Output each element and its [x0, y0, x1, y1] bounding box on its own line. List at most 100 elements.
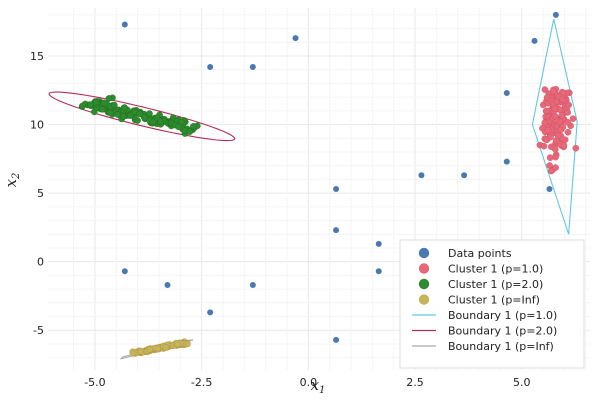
x-axis-label-sub: 1: [319, 385, 325, 396]
x-tick-label: 2.5: [406, 376, 424, 389]
cluster-p2-marker: [146, 110, 153, 117]
data-point-marker: [164, 281, 171, 288]
cluster-p1-marker: [558, 112, 566, 119]
y-tick-label: 0: [37, 256, 44, 269]
x-tick-label: -5.0: [84, 376, 105, 389]
cluster-p2-marker: [136, 110, 143, 118]
legend-label: Cluster 1 (p=1.0): [448, 263, 543, 276]
tick-layer: -5.0 -2.5 0.0 2.5 5.0 -5 0 5 10 15: [30, 50, 530, 389]
cluster-p1-marker: [546, 154, 554, 161]
cluster-p1-marker: [559, 96, 566, 103]
cluster-p1-marker: [541, 86, 549, 93]
cluster-p1-marker: [543, 94, 551, 101]
legend-label: Cluster 1 (p=Inf): [448, 294, 540, 307]
legend-marker-swatch: [418, 278, 430, 290]
data-point-marker: [333, 227, 340, 234]
cluster-pinf-marker: [154, 345, 162, 353]
cluster-p2-marker: [186, 128, 194, 136]
cluster-p1-marker: [547, 133, 554, 141]
cluster-pinf-marker: [146, 346, 154, 353]
cluster-p1-marker: [560, 141, 568, 149]
legend-label: Boundary 1 (p=Inf): [448, 340, 554, 353]
cluster-p1-marker: [565, 101, 573, 109]
data-point-marker: [121, 268, 128, 275]
boundary-p1-line: [531, 18, 578, 235]
cluster-p1-marker: [554, 132, 562, 139]
data-point-marker: [249, 63, 256, 70]
data-point-marker: [207, 309, 214, 316]
cluster-p1-marker: [569, 115, 577, 122]
legend-marker-swatch: [418, 247, 430, 259]
cluster-p2-marker: [100, 99, 108, 107]
legend-label: Cluster 1 (p=2.0): [448, 278, 543, 291]
y-tick-label: 10: [30, 119, 44, 132]
cluster-p2-marker: [114, 111, 122, 118]
legend-box: [399, 239, 585, 369]
marker-layer: [78, 11, 580, 357]
cluster-p1-marker: [552, 164, 559, 171]
data-point-marker: [207, 63, 214, 70]
cluster-p1-marker: [559, 89, 567, 97]
y-tick-label: -5: [33, 324, 44, 337]
data-point-marker: [333, 186, 340, 192]
cluster-p2-marker: [107, 109, 114, 117]
x-tick-label: -2.5: [191, 376, 212, 389]
cluster-p1-marker: [543, 107, 550, 115]
cluster-p1-marker: [547, 167, 555, 175]
data-point-marker: [333, 336, 340, 343]
cluster-p1-marker: [564, 128, 572, 136]
data-point-marker: [546, 186, 553, 192]
grid-layer: [48, 8, 590, 370]
data-point-marker: [531, 37, 538, 44]
cluster-p1-marker: [541, 119, 549, 127]
y-axis-label-sub: 2: [11, 173, 22, 180]
cluster-p2-marker: [119, 113, 127, 120]
cluster-p1-marker: [550, 87, 557, 95]
cluster-pinf-marker: [162, 343, 169, 351]
cluster-pinf-marker: [129, 349, 137, 357]
y-tick-label: 5: [37, 187, 44, 200]
cluster-pinf-marker: [174, 340, 181, 348]
x-axis-label-main: x: [311, 376, 320, 394]
legend-label: Boundary 1 (p=2.0): [448, 325, 557, 338]
cluster-p1-marker: [572, 144, 580, 152]
data-point-marker: [292, 35, 299, 42]
cluster-p1-marker: [551, 112, 559, 120]
cluster-p2-marker: [92, 98, 100, 106]
cluster-p2-marker: [149, 118, 157, 126]
cluster-p2-marker: [181, 127, 188, 134]
data-point-marker: [503, 90, 510, 97]
cluster-p2-marker: [98, 106, 106, 113]
y-axis-label: x2: [2, 173, 22, 188]
data-point-marker: [552, 11, 559, 18]
data-point-marker: [461, 172, 468, 179]
cluster-p1-marker: [564, 109, 571, 116]
cluster-pinf-marker: [137, 348, 144, 355]
cluster-p2-marker: [190, 123, 197, 130]
cluster-p2-marker: [121, 104, 128, 111]
data-point-marker: [249, 281, 256, 288]
data-point-marker: [375, 240, 382, 247]
data-point-marker: [375, 268, 382, 275]
legend-marker-swatch: [418, 263, 430, 274]
y-tick-label: 15: [30, 50, 44, 63]
data-point-marker: [121, 21, 128, 28]
cluster-p2-marker: [105, 95, 113, 102]
cluster-p2-marker: [79, 102, 86, 110]
boundary-p2-ellipse: [48, 91, 236, 142]
cluster-p2-marker: [111, 101, 118, 109]
legend-label: Boundary 1 (p=1.0): [448, 309, 557, 322]
cluster-p2-marker: [141, 114, 148, 122]
cluster-p1-marker: [551, 145, 559, 153]
cluster-p2-marker: [86, 101, 94, 108]
x-tick-label: 5.0: [513, 376, 531, 389]
x-tick-label: 0.0: [300, 376, 318, 389]
cluster-p2-marker: [175, 123, 182, 131]
data-point-marker: [418, 172, 425, 179]
legend-marker-swatch: [418, 294, 430, 305]
cluster-p2-marker: [127, 112, 134, 119]
cluster-p1-marker: [557, 126, 564, 134]
cluster-p1-marker: [540, 142, 548, 150]
cluster-p1-marker: [551, 105, 559, 112]
